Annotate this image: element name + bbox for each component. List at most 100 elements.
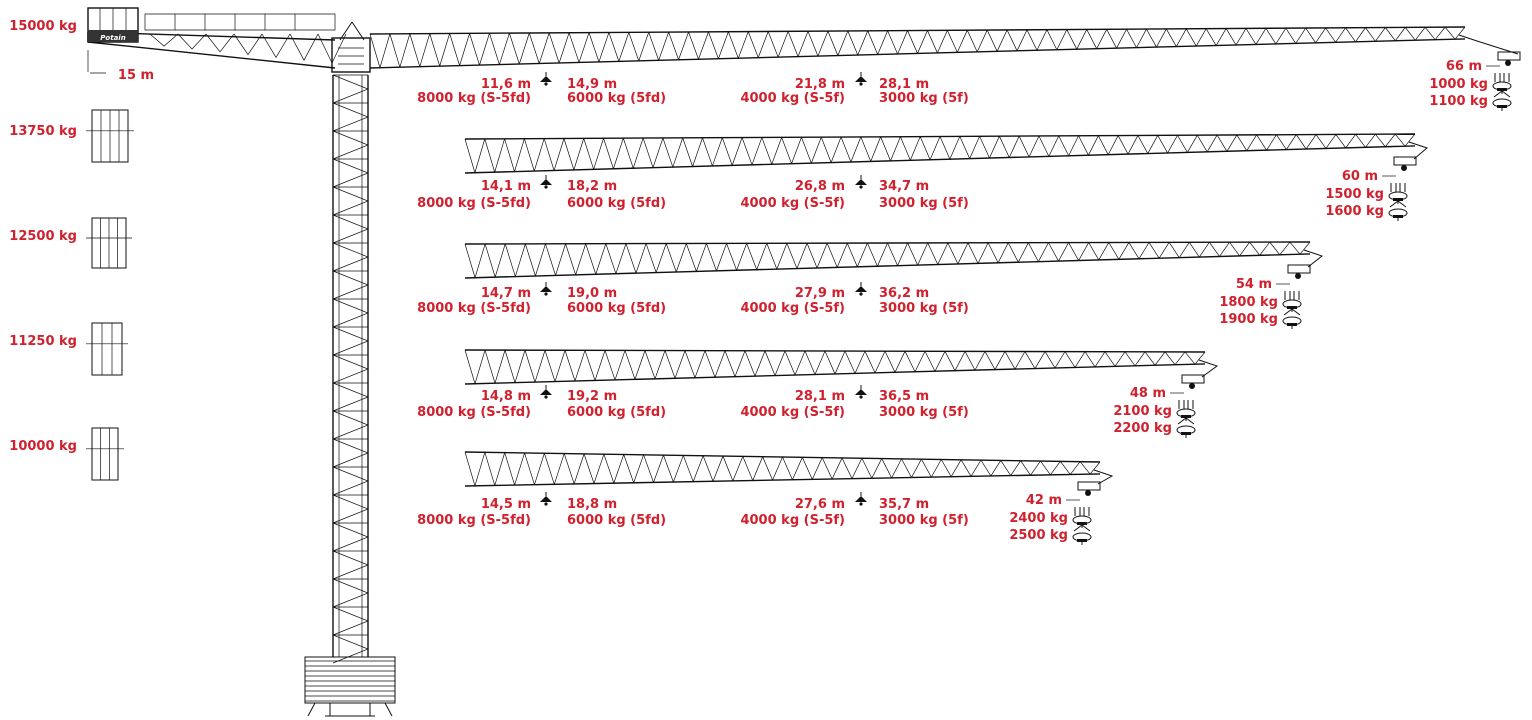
counterweight-block-icon bbox=[86, 217, 132, 269]
load-bucket-icon bbox=[1176, 417, 1196, 438]
radius-label: 21,8 m bbox=[795, 77, 845, 92]
hook-icon bbox=[855, 72, 867, 86]
load-bucket-icon bbox=[1282, 308, 1302, 329]
load-bucket-icon bbox=[1176, 400, 1196, 421]
load-label: 3000 kg (5f) bbox=[879, 196, 969, 211]
load-label: 4000 kg (S-5f) bbox=[740, 91, 845, 106]
counter-jib-length-label: 15 m bbox=[118, 68, 154, 83]
load-label: 6000 kg (5fd) bbox=[567, 91, 666, 106]
hook-icon bbox=[540, 385, 552, 399]
radius-label: 36,5 m bbox=[879, 389, 929, 404]
trolley-icon bbox=[1393, 141, 1429, 171]
load-label: 6000 kg (5fd) bbox=[567, 405, 666, 420]
trolley-icon bbox=[1181, 359, 1219, 389]
load-label: 3000 kg (5f) bbox=[879, 513, 969, 528]
counterweight-label: 10000 kg bbox=[9, 439, 77, 454]
radius-label: 36,2 m bbox=[879, 286, 929, 301]
load-label: 8000 kg (S-5fd) bbox=[417, 513, 531, 528]
brand-logo: Potain bbox=[100, 34, 125, 42]
jib-truss bbox=[464, 349, 1206, 385]
hook-icon bbox=[855, 282, 867, 296]
tip-load-label: 2500 kg bbox=[1009, 528, 1068, 543]
radius-label: 14,8 m bbox=[481, 389, 531, 404]
slewing-unit bbox=[331, 21, 371, 73]
load-label: 4000 kg (S-5f) bbox=[740, 405, 845, 420]
crane-structure: Potain bbox=[87, 7, 396, 717]
load-label: 6000 kg (5fd) bbox=[567, 301, 666, 316]
load-label: 3000 kg (5f) bbox=[879, 301, 969, 316]
load-label: 8000 kg (S-5fd) bbox=[417, 196, 531, 211]
jib-length-label: 48 m bbox=[1130, 386, 1166, 401]
tip-load-label: 1100 kg bbox=[1429, 94, 1488, 109]
load-bucket-icon bbox=[1492, 90, 1512, 111]
counter-jib-ballast: Potain bbox=[87, 7, 139, 43]
radius-label: 19,0 m bbox=[567, 286, 617, 301]
tip-load-label: 1500 kg bbox=[1325, 187, 1384, 202]
hook-icon bbox=[855, 492, 867, 506]
load-label: 6000 kg (5fd) bbox=[567, 513, 666, 528]
counterweight-list: 15000 kg 13750 kg 12500 kg 11250 kg 10000 kg… bbox=[9, 19, 154, 481]
radius-label: 27,9 m bbox=[795, 286, 845, 301]
radius-label: 27,6 m bbox=[795, 497, 845, 512]
load-bucket-icon bbox=[1388, 200, 1408, 221]
tip-load-label: 2400 kg bbox=[1009, 511, 1068, 526]
hook-icon bbox=[540, 492, 552, 506]
load-bucket-icon bbox=[1492, 73, 1512, 94]
trolley-icon bbox=[1077, 469, 1114, 496]
trolley-icon bbox=[1287, 249, 1324, 279]
tip-load-label: 1600 kg bbox=[1325, 204, 1384, 219]
radius-label: 28,1 m bbox=[795, 389, 845, 404]
counterweight-block-icon bbox=[86, 427, 124, 481]
tower-mast bbox=[332, 74, 369, 664]
load-label: 8000 kg (S-5fd) bbox=[417, 91, 531, 106]
radius-label: 35,7 m bbox=[879, 497, 929, 512]
load-label: 4000 kg (S-5f) bbox=[740, 196, 845, 211]
load-label: 3000 kg (5f) bbox=[879, 91, 969, 106]
jib-truss bbox=[369, 26, 1466, 69]
jib-truss bbox=[464, 241, 1311, 279]
tip-load-label: 1800 kg bbox=[1219, 295, 1278, 310]
jib-truss bbox=[464, 451, 1101, 487]
radius-label: 18,2 m bbox=[567, 179, 617, 194]
radius-label: 14,1 m bbox=[481, 179, 531, 194]
load-bucket-icon bbox=[1072, 507, 1092, 528]
counterweight-label: 12500 kg bbox=[9, 229, 77, 244]
tower-base bbox=[304, 656, 396, 717]
radius-label: 14,7 m bbox=[481, 286, 531, 301]
counterweight-label: 15000 kg bbox=[9, 19, 77, 34]
trolley-icon bbox=[1458, 34, 1521, 66]
jib-length-label: 66 m bbox=[1446, 59, 1482, 74]
hook-icon bbox=[855, 385, 867, 399]
jib-length-label: 54 m bbox=[1236, 277, 1272, 292]
load-label: 4000 kg (S-5f) bbox=[740, 301, 845, 316]
radius-label: 14,5 m bbox=[481, 497, 531, 512]
radius-label: 34,7 m bbox=[879, 179, 929, 194]
load-bucket-icon bbox=[1072, 524, 1092, 545]
radius-label: 11,6 m bbox=[481, 77, 531, 92]
load-label: 6000 kg (5fd) bbox=[567, 196, 666, 211]
hook-icon bbox=[540, 282, 552, 296]
tip-load-label: 2200 kg bbox=[1113, 421, 1172, 436]
load-label: 4000 kg (S-5f) bbox=[740, 513, 845, 528]
jib-length-label: 60 m bbox=[1342, 169, 1378, 184]
hook-icon bbox=[855, 175, 867, 189]
counterweight-label: 11250 kg bbox=[9, 334, 77, 349]
radius-label: 26,8 m bbox=[795, 179, 845, 194]
tip-load-label: 1000 kg bbox=[1429, 77, 1488, 92]
radius-label: 14,9 m bbox=[567, 77, 617, 92]
counterweight-block-icon bbox=[86, 109, 134, 163]
radius-label: 28,1 m bbox=[879, 77, 929, 92]
load-label: 8000 kg (S-5fd) bbox=[417, 301, 531, 316]
tip-load-label: 1900 kg bbox=[1219, 312, 1278, 327]
jib-variants bbox=[369, 26, 1521, 496]
jib-truss bbox=[464, 133, 1416, 174]
load-label: 3000 kg (5f) bbox=[879, 405, 969, 420]
hook-icon bbox=[540, 175, 552, 189]
radius-label: 18,8 m bbox=[567, 497, 617, 512]
tip-load-label: 2100 kg bbox=[1113, 404, 1172, 419]
radius-label: 19,2 m bbox=[567, 389, 617, 404]
counterweight-block-icon bbox=[86, 322, 128, 376]
jib-length-label: 42 m bbox=[1026, 493, 1062, 508]
